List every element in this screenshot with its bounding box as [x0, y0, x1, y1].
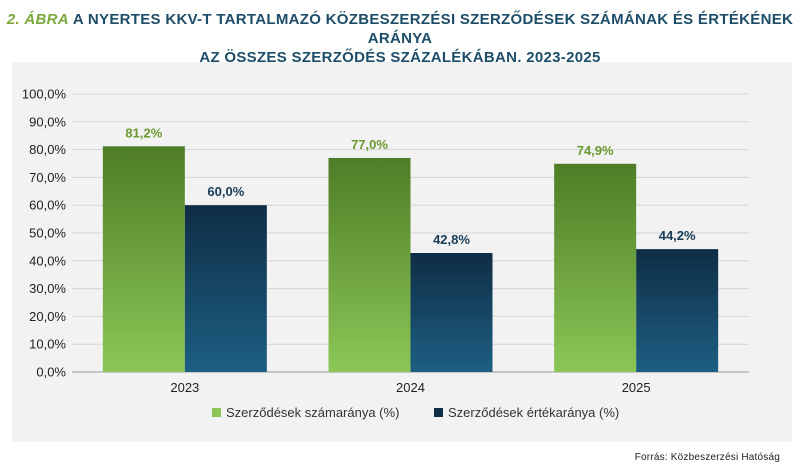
- y-tick-label: 40,0%: [29, 253, 66, 268]
- bar-chart: 0,0% 10,0% 20,0% 30,0% 40,0% 50,0% 60,0% 70,0% 8…: [22, 87, 749, 420]
- title-line-1: 2. ÁBRA A NYERTES KKV-T TARTALMAZÓ KÖZBE…: [7, 11, 793, 47]
- bar-value-share-2023: [184, 205, 267, 372]
- data-label: 77,0%: [351, 137, 388, 152]
- x-axis-categories: 2023 2024 2025: [170, 380, 650, 395]
- x-category-label: 2024: [396, 380, 425, 395]
- data-label: 74,9%: [577, 143, 614, 158]
- y-axis-ticks: 0,0% 10,0% 20,0% 30,0% 40,0% 50,0% 60,0% 70,0% 8…: [22, 87, 67, 380]
- title-text-1: A NYERTES KKV-T TARTALMAZÓ KÖZBESZERZÉSI…: [72, 11, 794, 47]
- bars: [102, 146, 719, 372]
- y-tick-label: 0,0%: [36, 365, 66, 380]
- legend: Szerződések számaránya (%) Szerződések ér…: [212, 405, 619, 420]
- x-category-label: 2025: [622, 380, 651, 395]
- legend-swatch: [434, 408, 443, 417]
- data-label: 60,0%: [207, 184, 244, 199]
- y-tick-label: 100,0%: [22, 87, 67, 102]
- y-tick-label: 20,0%: [29, 309, 66, 324]
- y-tick-label: 10,0%: [29, 337, 66, 352]
- bar-value-share-2024: [410, 253, 493, 372]
- bar-count-share-2025: [554, 163, 637, 372]
- y-tick-label: 60,0%: [29, 198, 66, 213]
- legend-label: Szerződések értékaránya (%): [448, 405, 619, 420]
- y-tick-label: 70,0%: [29, 170, 66, 185]
- figure-number: 2. ÁBRA: [6, 11, 69, 28]
- y-tick-label: 80,0%: [29, 142, 66, 157]
- legend-label: Szerződések számaránya (%): [226, 405, 399, 420]
- y-tick-label: 90,0%: [29, 114, 66, 129]
- bar-value-share-2025: [636, 249, 719, 372]
- x-category-label: 2023: [170, 380, 199, 395]
- y-tick-label: 50,0%: [29, 226, 66, 241]
- chart-panel: 0,0% 10,0% 20,0% 30,0% 40,0% 50,0% 60,0% 70,0% 8…: [12, 62, 792, 442]
- data-labels: 81,2% 60,0% 77,0% 42,8% 74,9% 44,2%: [125, 125, 696, 247]
- bar-count-share-2024: [328, 157, 411, 372]
- data-label: 42,8%: [433, 232, 470, 247]
- bar-count-share-2023: [102, 146, 185, 372]
- chart-title: 2. ÁBRA A NYERTES KKV-T TARTALMAZÓ KÖZBE…: [0, 10, 800, 67]
- data-label: 81,2%: [125, 125, 162, 140]
- legend-swatch: [212, 408, 221, 417]
- data-label: 44,2%: [659, 228, 696, 243]
- source-note: Forrás: Közbeszerzési Hatóság: [634, 452, 780, 463]
- y-tick-label: 30,0%: [29, 281, 66, 296]
- title-line-2: AZ ÖSSZES SZERZŐDÉS SZÁZALÉKÁBAN, 2023-2…: [199, 49, 601, 66]
